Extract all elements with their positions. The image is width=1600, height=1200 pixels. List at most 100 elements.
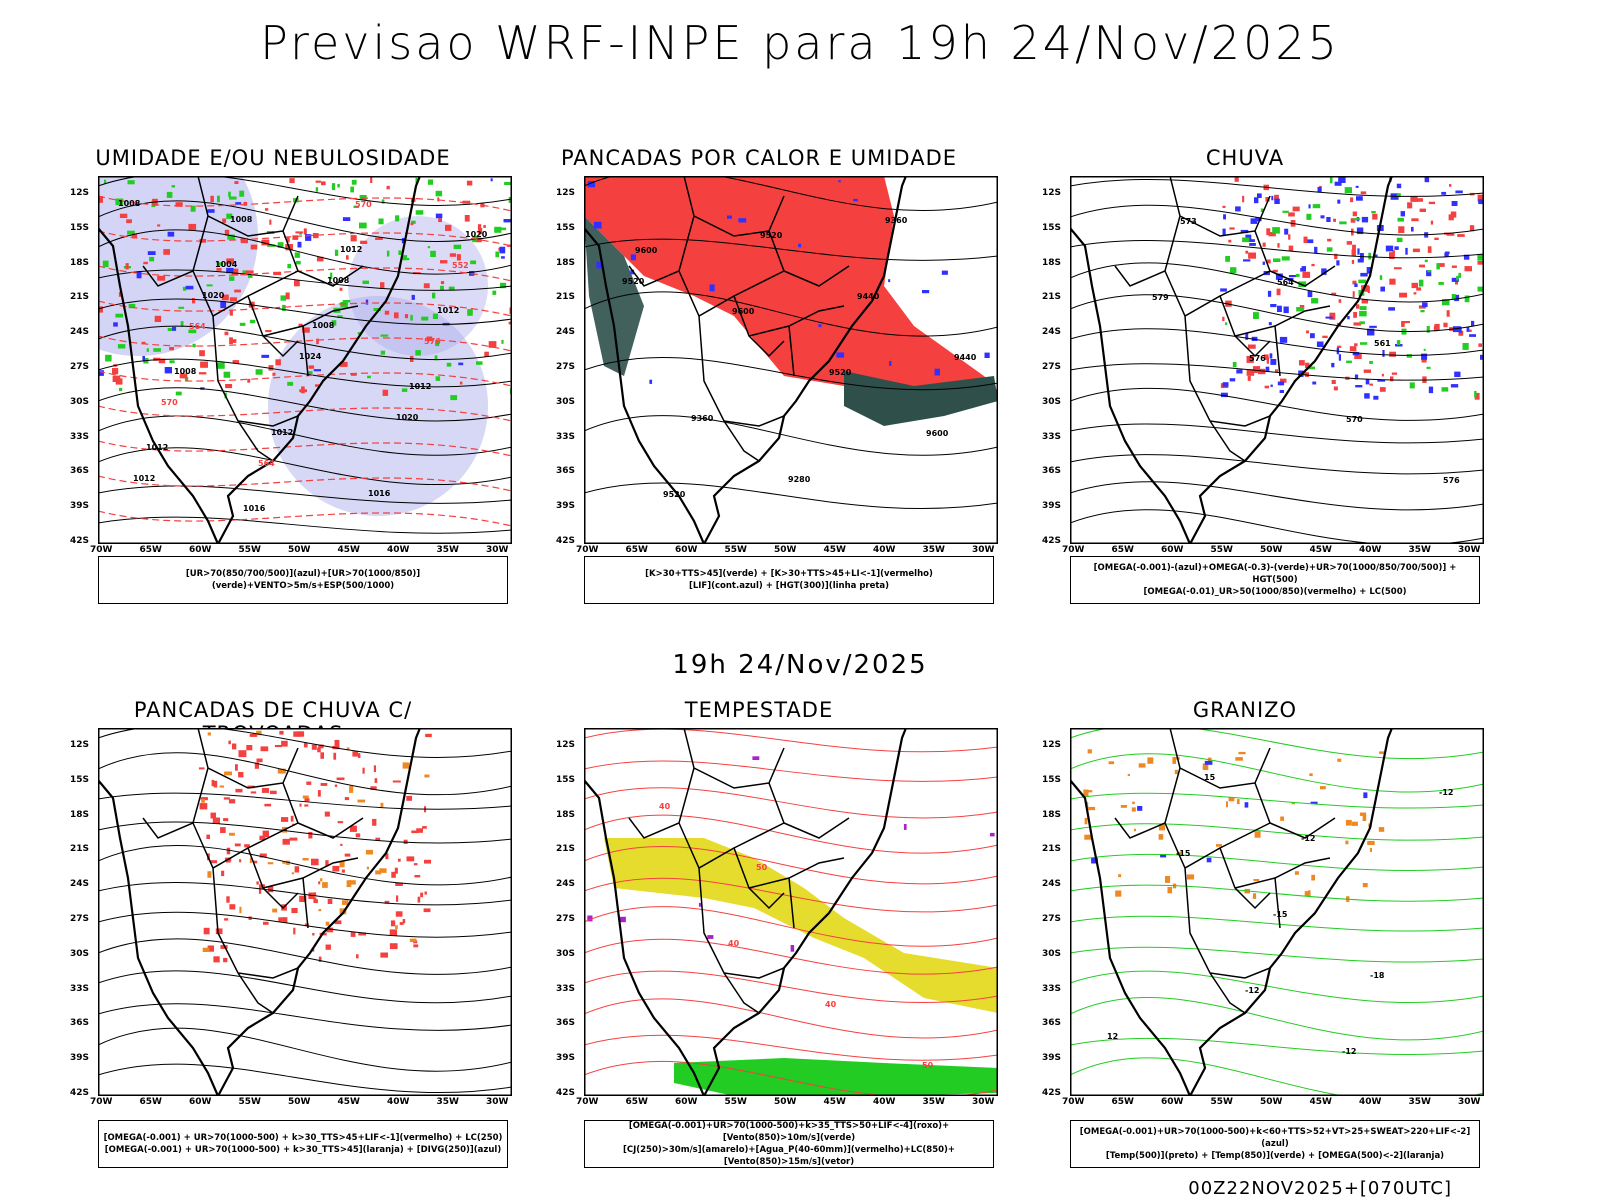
legend-line: [OMEGA(-0.001) + UR>70(1000-500) + k>30_…	[104, 1145, 502, 1155]
field-speck	[1115, 890, 1122, 897]
field-speck	[246, 745, 253, 751]
field-speck	[1254, 197, 1259, 204]
field-speck	[334, 249, 339, 256]
field-speck	[242, 270, 248, 276]
field-speck	[415, 350, 421, 356]
contour-label: 1020	[396, 413, 419, 422]
field-speck	[1397, 217, 1404, 222]
field-speck	[353, 753, 361, 756]
field-speck	[1369, 325, 1377, 328]
field-speck	[435, 213, 443, 219]
field-speck	[239, 906, 242, 914]
field-speck	[1204, 760, 1213, 765]
map-frame	[1070, 176, 1484, 544]
longitude-label: 40W	[873, 1097, 896, 1107]
field-speck	[299, 895, 307, 902]
field-speck	[1308, 204, 1311, 209]
field-speck	[231, 268, 239, 276]
field-speck	[127, 180, 135, 185]
field-speck	[287, 381, 294, 386]
longitude-label: 35W	[436, 1097, 459, 1107]
field-speck	[1263, 354, 1269, 360]
field-speck	[1240, 229, 1249, 234]
field-speck	[402, 919, 406, 924]
field-speck	[147, 251, 156, 255]
field-speck	[490, 178, 493, 182]
field-speck	[1395, 344, 1403, 347]
thickness-line	[98, 335, 512, 352]
field-speck	[1294, 871, 1299, 875]
field-speck	[504, 181, 512, 185]
field-speck	[1172, 756, 1180, 760]
field-speck	[1398, 226, 1405, 233]
field-speck	[382, 389, 389, 396]
field-speck	[325, 860, 329, 867]
field-speck	[227, 234, 235, 240]
field-speck	[294, 252, 300, 258]
field-speck	[1255, 217, 1262, 222]
contour-label: 50	[756, 863, 768, 872]
field-speck	[358, 932, 367, 936]
field-speck	[226, 847, 231, 855]
field-speck	[1438, 282, 1444, 285]
field-speck	[1434, 323, 1440, 330]
field-speck	[1331, 292, 1337, 296]
field-speck	[207, 945, 214, 952]
contour-label: 9600	[926, 429, 949, 438]
field-speck	[1274, 194, 1279, 201]
longitude-label: 45W	[823, 1097, 846, 1107]
field-speck	[362, 280, 369, 284]
contour-line	[1070, 178, 1484, 197]
field-speck	[380, 350, 386, 355]
contour-line	[1070, 728, 1484, 760]
field-speck	[220, 945, 228, 949]
contour-line	[584, 846, 998, 885]
field-speck	[226, 258, 234, 265]
contour-line	[98, 882, 512, 906]
field-speck	[1419, 208, 1426, 212]
field-speck	[1303, 236, 1308, 244]
field-speck	[1391, 372, 1398, 375]
latitude-label: 18S	[1042, 257, 1062, 268]
field-speck	[308, 832, 313, 839]
field-speck	[240, 238, 248, 244]
field-speck	[1369, 383, 1373, 386]
page-title: Previsao WRF-INPE para 19h 24/Nov/2025	[260, 16, 1340, 70]
contour-line	[584, 728, 998, 753]
field-speck	[304, 798, 310, 802]
field-speck	[1329, 312, 1336, 320]
field-speck	[265, 330, 272, 333]
coastline	[1070, 176, 1394, 544]
thickness-line	[98, 510, 512, 527]
longitude-label: 35W	[436, 545, 459, 555]
contour-line	[1070, 423, 1484, 444]
field-speck	[350, 931, 356, 937]
field-speck	[261, 788, 269, 793]
coastline	[584, 728, 908, 1096]
field-speck	[1469, 225, 1475, 232]
legend-line: [Temp(500)](preto) + [Temp(850)](verde) …	[1105, 1151, 1445, 1161]
field-speck	[349, 825, 357, 832]
field-speck	[1268, 322, 1272, 326]
field-speck	[1228, 239, 1232, 243]
field-speck	[1283, 306, 1289, 314]
field-speck	[462, 200, 471, 204]
field-speck	[435, 340, 440, 347]
field-speck	[1235, 206, 1241, 212]
contour-line	[98, 269, 512, 291]
field-speck	[1300, 268, 1305, 272]
field-speck	[1402, 321, 1410, 324]
field-speck	[224, 331, 229, 336]
field-speck	[630, 269, 635, 275]
field-speck	[1454, 371, 1461, 377]
field-speck	[389, 929, 398, 936]
latitude-label: 27S	[556, 362, 576, 372]
field-speck	[1277, 243, 1280, 248]
longitude-label: 70W	[90, 1097, 113, 1107]
field-speck	[1262, 261, 1265, 265]
field-speck	[228, 191, 231, 197]
legend-line: [OMEGA(-0.001)+UR>70(1000-500)+k<60+TTS>…	[1079, 1127, 1471, 1149]
latitude-label: 21S	[70, 292, 90, 303]
field-speck	[1307, 366, 1315, 370]
map-background	[1070, 728, 1484, 1096]
